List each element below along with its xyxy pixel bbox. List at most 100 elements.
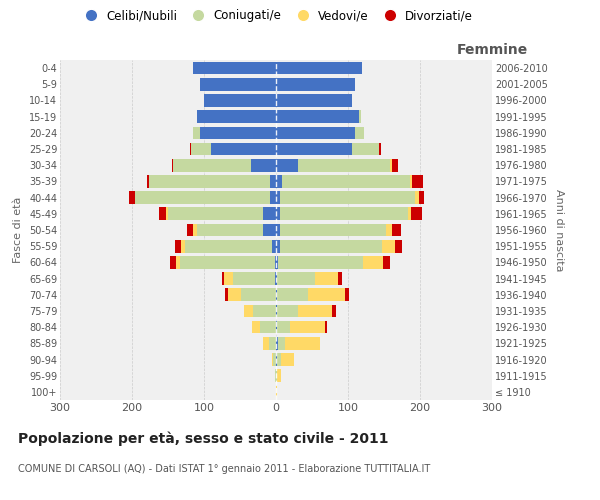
Bar: [172, 159, 173, 172]
Bar: [282, 175, 410, 188]
Bar: [276, 240, 280, 252]
Bar: [253, 304, 276, 318]
Bar: [270, 192, 276, 204]
Bar: [200, 78, 276, 90]
Bar: [278, 337, 286, 349]
Bar: [382, 240, 395, 252]
Legend: Celibi/Nubili, Coniugati/e, Vedovi/e, Divorziati/e: Celibi/Nubili, Coniugati/e, Vedovi/e, Di…: [74, 4, 478, 27]
Bar: [390, 159, 392, 172]
Text: Femmine: Femmine: [457, 42, 527, 56]
Bar: [276, 159, 298, 172]
Bar: [352, 142, 379, 156]
Bar: [244, 304, 253, 318]
Bar: [211, 142, 276, 156]
Bar: [392, 224, 401, 236]
Bar: [359, 110, 361, 123]
Bar: [251, 321, 260, 334]
Y-axis label: Anni di nascita: Anni di nascita: [554, 188, 565, 271]
Bar: [280, 192, 415, 204]
Bar: [315, 272, 338, 285]
Bar: [392, 159, 398, 172]
Bar: [175, 240, 181, 252]
Bar: [408, 208, 412, 220]
Bar: [276, 192, 280, 204]
Bar: [168, 208, 263, 220]
Bar: [263, 337, 269, 349]
Bar: [181, 240, 185, 252]
Bar: [386, 224, 392, 236]
Bar: [222, 272, 224, 285]
Bar: [286, 337, 320, 349]
Bar: [277, 370, 281, 382]
Bar: [415, 192, 419, 204]
Bar: [280, 224, 386, 236]
Bar: [270, 175, 276, 188]
Bar: [276, 142, 352, 156]
Bar: [147, 175, 149, 188]
Bar: [277, 288, 308, 301]
Bar: [276, 62, 362, 74]
Bar: [193, 126, 200, 139]
Bar: [129, 192, 135, 204]
Bar: [263, 224, 276, 236]
Bar: [260, 321, 276, 334]
Bar: [308, 288, 345, 301]
Bar: [173, 159, 251, 172]
Bar: [410, 175, 412, 188]
Bar: [276, 288, 277, 301]
Bar: [276, 337, 278, 349]
Bar: [229, 288, 241, 301]
Bar: [241, 288, 276, 301]
Text: COMUNE DI CARSOLI (AQ) - Dati ISTAT 1° gennaio 2011 - Elaborazione TUTTITALIA.IT: COMUNE DI CARSOLI (AQ) - Dati ISTAT 1° g…: [18, 464, 430, 474]
Bar: [190, 142, 191, 156]
Bar: [276, 321, 277, 334]
Bar: [233, 272, 275, 285]
Bar: [273, 353, 276, 366]
Bar: [170, 256, 176, 268]
Bar: [275, 370, 276, 382]
Bar: [412, 208, 422, 220]
Bar: [383, 256, 391, 268]
Bar: [276, 370, 277, 382]
Bar: [276, 175, 282, 188]
Y-axis label: Fasce di età: Fasce di età: [13, 197, 23, 263]
Bar: [263, 208, 276, 220]
Bar: [281, 353, 294, 366]
Bar: [276, 208, 280, 220]
Bar: [277, 272, 315, 285]
Bar: [332, 304, 336, 318]
Bar: [280, 208, 408, 220]
Bar: [275, 256, 276, 268]
Bar: [276, 126, 355, 139]
Bar: [363, 256, 383, 268]
Bar: [379, 142, 381, 156]
Bar: [272, 353, 273, 366]
Bar: [325, 321, 327, 334]
Bar: [395, 240, 402, 252]
Bar: [166, 208, 168, 220]
Bar: [204, 94, 276, 107]
Bar: [412, 175, 423, 188]
Bar: [225, 288, 229, 301]
Bar: [269, 337, 276, 349]
Bar: [277, 304, 298, 318]
Bar: [298, 304, 332, 318]
Bar: [193, 224, 197, 236]
Bar: [197, 110, 276, 123]
Bar: [276, 94, 352, 107]
Bar: [272, 240, 276, 252]
Bar: [276, 78, 355, 90]
Bar: [276, 110, 359, 123]
Bar: [338, 272, 341, 285]
Text: Popolazione per età, sesso e stato civile - 2011: Popolazione per età, sesso e stato civil…: [18, 431, 389, 446]
Bar: [193, 62, 276, 74]
Bar: [276, 304, 277, 318]
Bar: [275, 272, 276, 285]
Bar: [276, 386, 277, 398]
Bar: [277, 321, 290, 334]
Bar: [179, 256, 275, 268]
Bar: [280, 240, 382, 252]
Bar: [185, 240, 272, 252]
Bar: [298, 159, 390, 172]
Bar: [187, 224, 193, 236]
